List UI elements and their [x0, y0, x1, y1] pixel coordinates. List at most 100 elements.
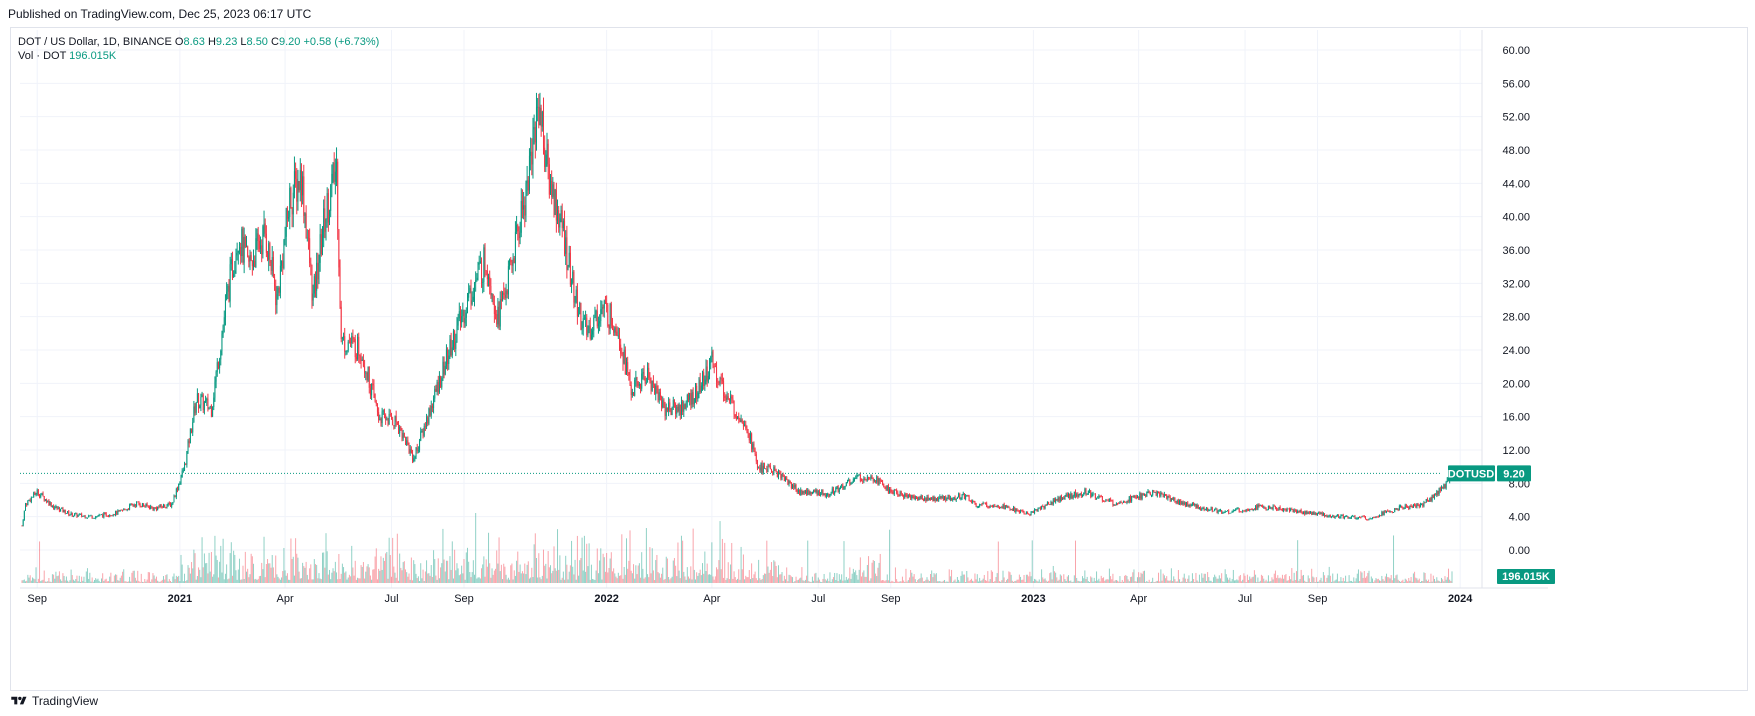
volume-bar [1408, 577, 1410, 583]
candle-body [454, 331, 456, 349]
candle-body [464, 317, 466, 324]
candle-body [1168, 495, 1170, 498]
candle-body [1070, 493, 1072, 499]
legend-high: 9.23 [215, 36, 238, 48]
candle-body [1409, 505, 1411, 509]
x-axis[interactable]: Sep 2021 Apr Jul Sep 2022 Apr Jul Sep 2023 Apr Jul S… [27, 593, 1473, 605]
volume-bar [808, 581, 810, 583]
candle-body [1010, 509, 1012, 510]
legend-volume-label[interactable]: Vol · DOT [18, 50, 67, 62]
volume-bar [483, 556, 485, 583]
volume-bar [1292, 580, 1294, 583]
candle-body [227, 285, 229, 292]
candle-body [620, 344, 622, 354]
volume-bar [174, 579, 176, 583]
volume-bar [705, 571, 707, 583]
candle-body [367, 366, 369, 381]
volume-bar [420, 563, 422, 583]
candle-body [809, 491, 811, 495]
volume-bar [1158, 572, 1160, 583]
candle-body [1020, 509, 1022, 513]
candle-body [1231, 510, 1233, 513]
candle-body [278, 287, 280, 293]
candle-body [1398, 505, 1400, 510]
candle-body [1381, 511, 1383, 516]
candle-body [922, 499, 924, 501]
y-tick-label: 24.00 [1502, 345, 1530, 357]
volume-bar [1160, 569, 1162, 583]
candle-body [588, 325, 590, 331]
volume-bar [990, 570, 992, 583]
volume-bar [235, 570, 237, 583]
candle-body [1312, 511, 1314, 515]
candle-body [157, 506, 159, 510]
candle-body [435, 388, 437, 392]
candle-body [590, 334, 592, 339]
volume-bar [187, 565, 189, 583]
volume-bar [1328, 566, 1330, 583]
candle-body [1301, 512, 1303, 514]
volume-bar [905, 568, 907, 583]
candle-body [751, 433, 753, 450]
candle-body [894, 489, 896, 491]
volume-bar [832, 577, 834, 583]
candle-body [636, 377, 638, 382]
candle-body [1230, 512, 1232, 514]
candle-body [1428, 501, 1430, 502]
volume-bar [1001, 580, 1003, 583]
candle-body [245, 246, 247, 248]
volume-bar [908, 577, 910, 583]
volume-bar [178, 575, 180, 583]
volume-bar [402, 562, 404, 583]
volume-bar [368, 567, 370, 583]
volume-bar [941, 581, 943, 583]
candle-body [1031, 511, 1033, 513]
candle-body [1042, 506, 1044, 507]
candle-body [459, 311, 461, 323]
volume-bar [615, 576, 617, 583]
candle-body [898, 495, 900, 496]
candle-body [952, 498, 954, 501]
volume-bar [159, 581, 161, 583]
candle-body [1356, 518, 1358, 520]
candle-body [49, 502, 51, 506]
volume-bar [1065, 581, 1067, 583]
volume-bar [1074, 540, 1076, 583]
volume-bar [740, 546, 742, 583]
candle-body [698, 379, 700, 394]
candle-body [754, 450, 756, 455]
volume-bar [92, 581, 94, 583]
candle-body [665, 407, 667, 416]
candle-body [461, 316, 463, 323]
volume-bar [1386, 573, 1388, 583]
candle-body [1187, 502, 1189, 507]
volume-bar [210, 552, 212, 583]
volume-bar [1004, 581, 1006, 583]
candle-body [102, 514, 104, 518]
volume-bar [947, 581, 949, 583]
candle-body [1118, 503, 1120, 505]
legend-symbol[interactable]: DOT / US Dollar, 1D, BINANCE [18, 36, 172, 48]
volume-bar [951, 569, 953, 583]
volume-bar [873, 560, 875, 583]
candle-body [707, 375, 709, 382]
candle-body [822, 489, 824, 496]
candle-body [816, 490, 818, 495]
volume-bar [417, 576, 419, 583]
candle-body [766, 468, 768, 472]
volume-bar [103, 580, 105, 583]
volume-bar [576, 535, 578, 583]
volume-bar [821, 582, 823, 583]
volume-bar [1100, 575, 1102, 583]
candle-body [1291, 508, 1293, 510]
volume-bar [550, 565, 552, 583]
candle-body [393, 425, 395, 426]
candle-body [559, 218, 561, 228]
candle-body [680, 401, 682, 416]
volume-bar [206, 563, 208, 583]
candle-body [496, 314, 498, 325]
y-axis[interactable]: 60.0056.0052.0048.0044.0040.0036.0032.00… [1502, 45, 1530, 557]
volume-bar [824, 579, 826, 583]
volume-bar [403, 561, 405, 583]
